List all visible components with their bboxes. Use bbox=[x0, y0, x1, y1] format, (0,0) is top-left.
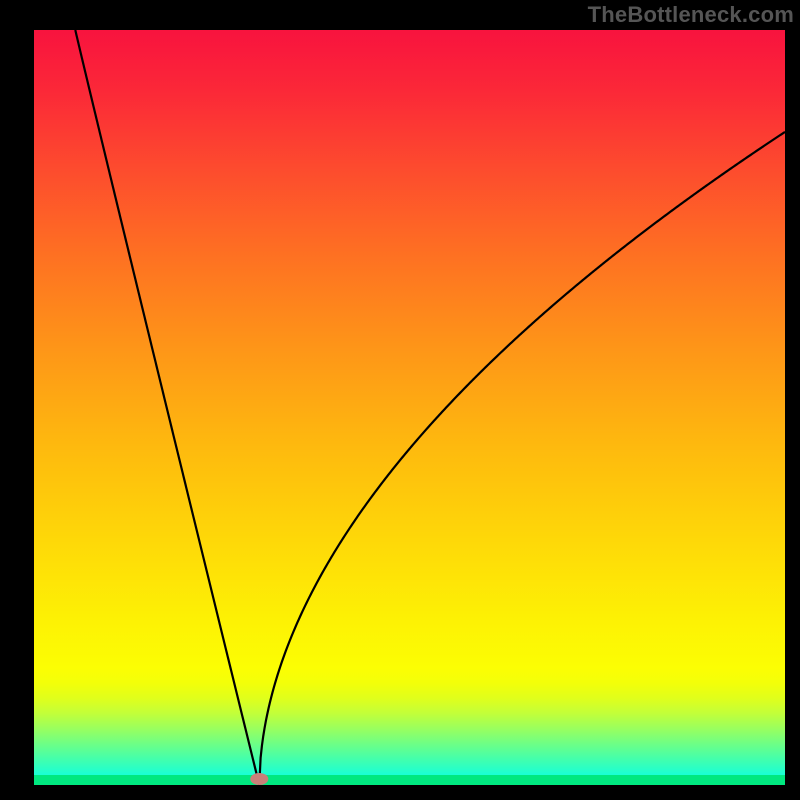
bottleneck-chart bbox=[0, 0, 800, 800]
bottom-green-stripe bbox=[34, 775, 785, 785]
watermark-text: TheBottleneck.com bbox=[588, 2, 794, 28]
optimum-marker bbox=[250, 773, 268, 785]
gradient-background bbox=[34, 30, 785, 785]
